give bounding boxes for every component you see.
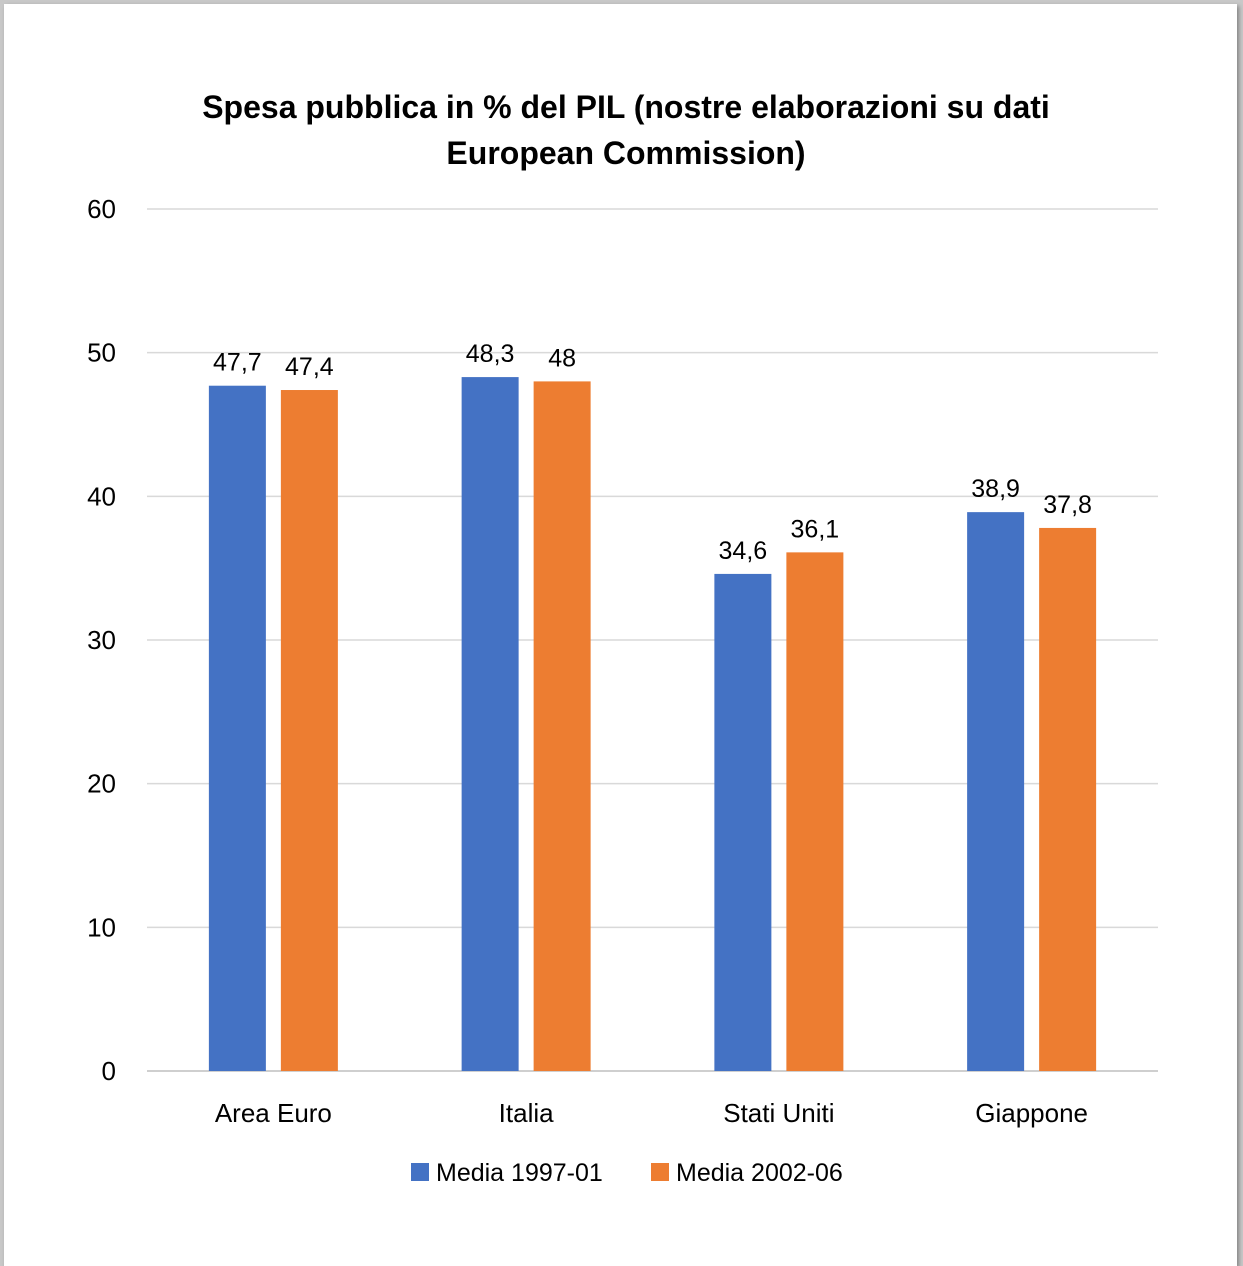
y-tick-label: 30 xyxy=(87,625,116,655)
chart-frame: Spesa pubblica in % del PIL (nostre elab… xyxy=(4,4,1237,1266)
data-label: 47,7 xyxy=(213,349,262,377)
legend-swatch xyxy=(651,1163,669,1181)
data-label: 48,3 xyxy=(466,340,515,368)
y-axis-ticks: 0 10 20 30 40 50 60 xyxy=(87,194,116,1086)
data-label: 34,6 xyxy=(719,537,768,565)
legend-label: Media 2002-06 xyxy=(676,1159,843,1187)
legend: Media 1997-01 Media 2002-06 xyxy=(411,1159,843,1187)
x-category-label: Area Euro xyxy=(215,1098,332,1128)
data-label: 36,1 xyxy=(791,515,840,543)
y-tick-label: 10 xyxy=(87,912,116,942)
chart-title-line-2: European Commission) xyxy=(446,135,805,171)
bar-1-1 xyxy=(208,385,266,1072)
bar-1-4 xyxy=(967,512,1025,1071)
data-label: 37,8 xyxy=(1043,491,1092,519)
bar-2-4 xyxy=(1039,527,1097,1071)
y-tick-label: 20 xyxy=(87,769,116,799)
y-tick-label: 40 xyxy=(87,481,116,511)
bar-2-2 xyxy=(533,381,591,1071)
x-category-label: Italia xyxy=(499,1098,554,1128)
data-label: 48 xyxy=(548,344,576,372)
bar-2-3 xyxy=(786,552,844,1071)
data-labels: 47,7 47,4 48,3 48 34,6 36,1 38,9 37,8 xyxy=(213,340,1092,565)
y-tick-label: 0 xyxy=(102,1056,116,1086)
data-label: 38,9 xyxy=(971,475,1020,503)
data-label: 47,4 xyxy=(285,353,334,381)
x-category-label: Stati Uniti xyxy=(723,1098,834,1128)
x-category-label: Giappone xyxy=(975,1098,1088,1128)
bar-1-3 xyxy=(714,573,772,1071)
x-axis-categories: Area Euro Italia Stati Uniti Giappone xyxy=(215,1098,1088,1128)
bar-2-1 xyxy=(280,390,338,1071)
y-tick-label: 60 xyxy=(87,194,116,224)
y-tick-label: 50 xyxy=(87,338,116,368)
legend-label: Media 1997-01 xyxy=(436,1159,603,1187)
bar-chart: Spesa pubblica in % del PIL (nostre elab… xyxy=(87,89,1158,1187)
bar-1-2 xyxy=(461,377,519,1072)
chart-title-line-1: Spesa pubblica in % del PIL (nostre elab… xyxy=(202,89,1050,125)
legend-swatch xyxy=(411,1163,429,1181)
bars xyxy=(208,377,1097,1072)
